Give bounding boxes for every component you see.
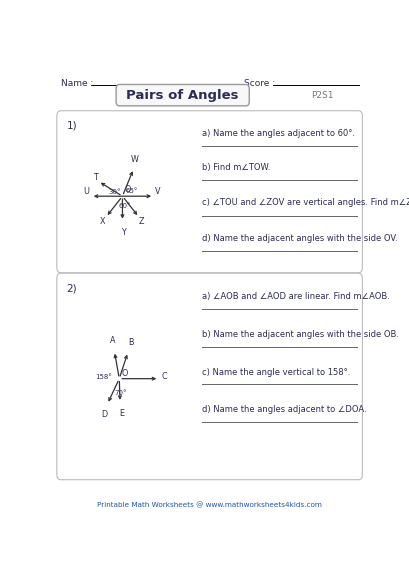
Text: d) Name the adjacent angles with the side OV.: d) Name the adjacent angles with the sid… bbox=[202, 234, 397, 243]
Text: Name :: Name : bbox=[61, 79, 93, 88]
Text: V: V bbox=[155, 187, 160, 197]
Text: O: O bbox=[125, 186, 131, 194]
Text: 60°: 60° bbox=[119, 203, 131, 209]
Text: W: W bbox=[130, 155, 138, 164]
Text: c) ∠TOU and ∠ZOV are vertical angles. Find m∠ZOV.: c) ∠TOU and ∠ZOV are vertical angles. Fi… bbox=[202, 198, 409, 208]
Text: 70°: 70° bbox=[115, 390, 127, 396]
Text: Pairs of Angles: Pairs of Angles bbox=[126, 88, 239, 102]
Text: b) Name the adjacent angles with the side OB.: b) Name the adjacent angles with the sid… bbox=[202, 329, 399, 339]
Text: 1): 1) bbox=[66, 121, 77, 131]
Text: 158°: 158° bbox=[95, 374, 112, 380]
FancyBboxPatch shape bbox=[57, 273, 362, 480]
Text: Printable Math Worksheets @ www.mathworksheets4kids.com: Printable Math Worksheets @ www.mathwork… bbox=[97, 502, 322, 509]
Text: E: E bbox=[119, 409, 124, 418]
Text: a) ∠AOB and ∠AOD are linear. Find m∠AOB.: a) ∠AOB and ∠AOD are linear. Find m∠AOB. bbox=[202, 292, 389, 301]
Text: P2S1: P2S1 bbox=[311, 91, 333, 99]
FancyBboxPatch shape bbox=[116, 84, 249, 106]
Text: U: U bbox=[83, 187, 89, 197]
Text: Z: Z bbox=[139, 217, 144, 227]
Text: D: D bbox=[101, 410, 108, 418]
Text: Y: Y bbox=[121, 228, 126, 237]
FancyBboxPatch shape bbox=[57, 111, 362, 273]
Text: X: X bbox=[100, 217, 106, 227]
Text: c) Name the angle vertical to 158°.: c) Name the angle vertical to 158°. bbox=[202, 368, 350, 376]
Text: 30°: 30° bbox=[108, 189, 121, 195]
Text: T: T bbox=[93, 173, 97, 182]
Text: d) Name the angles adjacent to ∠DOA.: d) Name the angles adjacent to ∠DOA. bbox=[202, 405, 366, 414]
Text: 65°: 65° bbox=[126, 188, 138, 194]
Text: B: B bbox=[128, 338, 134, 347]
Text: Score :: Score : bbox=[245, 79, 276, 88]
Text: A: A bbox=[110, 336, 115, 346]
Text: O: O bbox=[122, 369, 128, 378]
Text: a) Name the angles adjacent to 60°.: a) Name the angles adjacent to 60°. bbox=[202, 129, 355, 138]
Text: 2): 2) bbox=[66, 283, 77, 293]
Text: C: C bbox=[162, 372, 167, 381]
Text: b) Find m∠TOW.: b) Find m∠TOW. bbox=[202, 163, 270, 172]
